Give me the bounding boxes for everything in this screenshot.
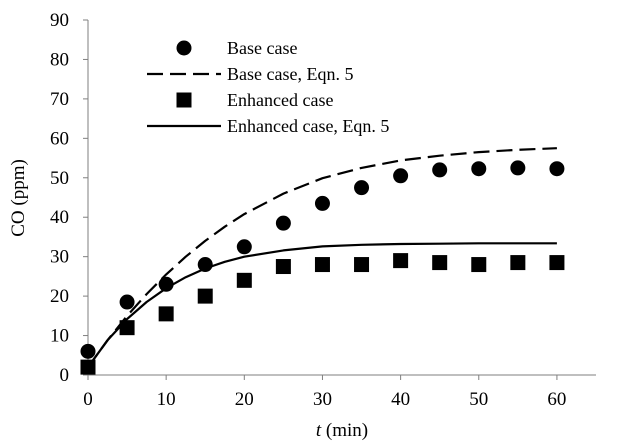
series-3 bbox=[87, 242, 557, 368]
y-tick-label: 10 bbox=[50, 326, 69, 347]
series-line bbox=[87, 242, 557, 368]
data-point-square bbox=[119, 320, 135, 336]
series-0 bbox=[80, 160, 565, 359]
data-point-circle bbox=[236, 239, 252, 255]
data-point-square bbox=[236, 272, 252, 288]
data-point-square bbox=[354, 257, 370, 273]
x-tick-label: 0 bbox=[83, 389, 93, 410]
x-tick-label: 60 bbox=[547, 389, 566, 410]
data-point-square bbox=[432, 255, 448, 271]
plot-series bbox=[80, 147, 565, 375]
y-tick-label: 40 bbox=[50, 207, 69, 228]
x-tick-label: 10 bbox=[157, 389, 176, 410]
data-point-square bbox=[197, 288, 213, 304]
x-tick-label: 50 bbox=[469, 389, 488, 410]
data-point-circle bbox=[432, 162, 448, 178]
x-axis-title: t (min) bbox=[316, 420, 368, 441]
series-2 bbox=[80, 253, 565, 375]
data-point-square bbox=[549, 255, 565, 271]
legend-label: Base case, Eqn. 5 bbox=[227, 64, 353, 84]
data-point-circle bbox=[471, 161, 487, 177]
x-tick-label: 40 bbox=[391, 389, 410, 410]
data-point-circle bbox=[549, 161, 565, 177]
y-tick-label: 60 bbox=[50, 128, 69, 149]
x-tick-label: 30 bbox=[313, 389, 332, 410]
data-point-circle bbox=[80, 343, 96, 359]
legend: Base case Base case, Eqn. 5 Enhanced case E… bbox=[147, 38, 389, 136]
y-tick-label: 70 bbox=[50, 89, 69, 110]
legend-label: Enhanced case bbox=[227, 90, 333, 110]
y-tick-label: 20 bbox=[50, 286, 69, 307]
legend-symbol-circle bbox=[176, 40, 192, 56]
data-point-square bbox=[80, 359, 96, 375]
legend-label: Enhanced case, Eqn. 5 bbox=[227, 116, 389, 136]
data-point-square bbox=[510, 255, 526, 271]
axes: 0 10 20 30 40 50 60 70 80 90 0 10 20 30 40 50 60 bbox=[50, 10, 596, 410]
y-tick-label: 90 bbox=[50, 10, 69, 31]
data-point-circle bbox=[393, 168, 409, 184]
y-tick-label: 80 bbox=[50, 49, 69, 70]
y-tick-label: 30 bbox=[50, 247, 69, 268]
legend-symbol-square bbox=[176, 92, 192, 108]
data-point-circle bbox=[510, 160, 526, 176]
y-tick-label: 0 bbox=[60, 365, 70, 386]
series-line bbox=[87, 147, 557, 368]
y-tick-label: 50 bbox=[50, 168, 69, 189]
legend-label: Base case bbox=[227, 38, 297, 58]
data-point-square bbox=[314, 257, 330, 273]
data-point-circle bbox=[275, 215, 291, 231]
data-point-circle bbox=[314, 195, 330, 211]
series-1 bbox=[87, 147, 557, 368]
data-point-square bbox=[393, 253, 409, 269]
y-axis-title: CO (ppm) bbox=[8, 159, 29, 237]
x-tick-label: 20 bbox=[235, 389, 254, 410]
data-point-circle bbox=[158, 276, 174, 292]
data-point-square bbox=[471, 257, 487, 273]
data-point-square bbox=[275, 259, 291, 275]
data-point-circle bbox=[354, 180, 370, 196]
data-point-circle bbox=[119, 294, 135, 310]
data-point-square bbox=[158, 306, 174, 322]
